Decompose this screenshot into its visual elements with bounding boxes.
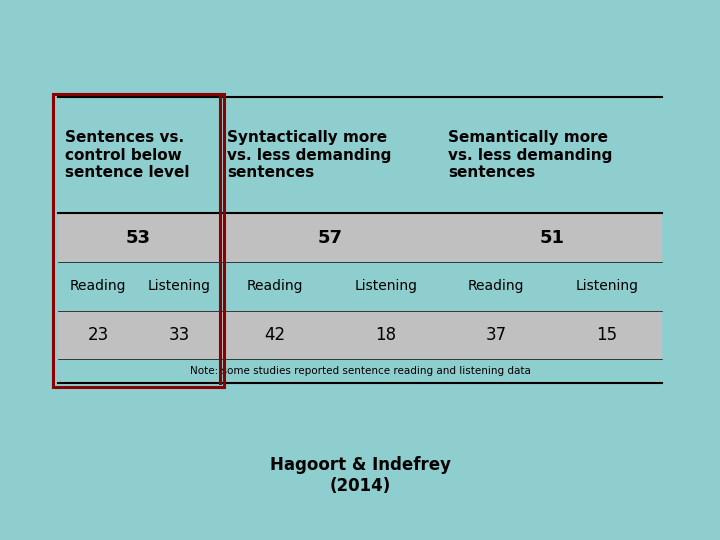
FancyBboxPatch shape: [58, 310, 662, 359]
Text: 57: 57: [318, 228, 343, 247]
FancyBboxPatch shape: [58, 213, 662, 262]
Text: Semantically more
vs. less demanding
sentences: Semantically more vs. less demanding sen…: [448, 130, 613, 180]
Text: 51: 51: [539, 228, 564, 247]
Text: 18: 18: [375, 326, 396, 344]
Text: Listening: Listening: [575, 279, 639, 293]
Text: Note: some studies reported sentence reading and listening data: Note: some studies reported sentence rea…: [189, 366, 531, 376]
Text: Reading: Reading: [468, 279, 525, 293]
Text: Listening: Listening: [354, 279, 417, 293]
Text: 15: 15: [596, 326, 618, 344]
Text: 37: 37: [486, 326, 507, 344]
Text: 53: 53: [126, 228, 151, 247]
Text: Reading: Reading: [247, 279, 303, 293]
Text: 23: 23: [87, 326, 109, 344]
Text: Syntactically more
vs. less demanding
sentences: Syntactically more vs. less demanding se…: [227, 130, 391, 180]
Text: Hagoort & Indefrey
(2014): Hagoort & Indefrey (2014): [269, 456, 451, 495]
Text: 42: 42: [264, 326, 286, 344]
Text: Listening: Listening: [148, 279, 210, 293]
Text: Reading: Reading: [70, 279, 126, 293]
Text: 33: 33: [168, 326, 190, 344]
Text: Sentences vs.
control below
sentence level: Sentences vs. control below sentence lev…: [65, 130, 189, 180]
